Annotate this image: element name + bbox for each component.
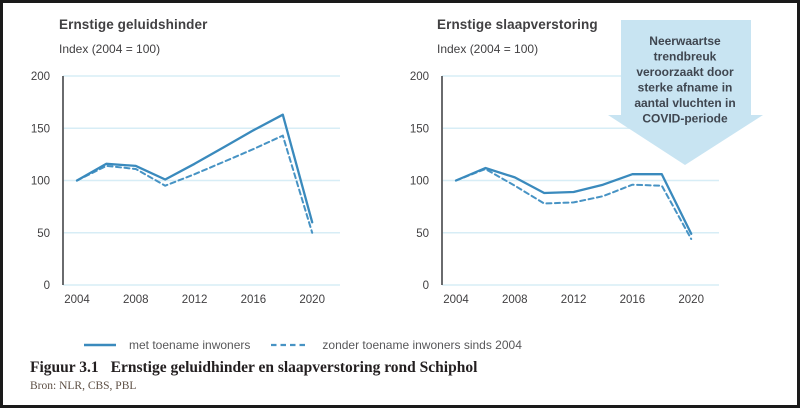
chart-subtitle-geluidshinder: Index (2004 = 100) xyxy=(59,42,161,56)
x-tick-label: 2020 xyxy=(678,294,704,306)
y-tick-label: 200 xyxy=(410,71,429,83)
x-tick-label: 2016 xyxy=(241,294,267,306)
plot-area-geluidshinder: 0 50 100 150 200 2004 2008 2012 2016 2020 xyxy=(31,71,340,306)
x-tick-label: 2020 xyxy=(299,294,325,306)
legend-label-dashed: zonder toename inwoners sinds 2004 xyxy=(322,338,522,352)
x-tick-label: 2004 xyxy=(64,294,90,306)
series-line-dashed xyxy=(455,168,693,240)
y-tick-label: 100 xyxy=(31,176,50,188)
legend-item-dashed: zonder toename inwoners sinds 2004 xyxy=(270,338,522,352)
y-tick-label: 100 xyxy=(410,176,429,188)
y-tick-label: 150 xyxy=(410,123,429,135)
legend-item-solid: met toename inwoners xyxy=(83,338,250,352)
y-tick-label: 0 xyxy=(44,280,50,292)
figure-caption: Figuur 3.1 Ernstige geluidhinder en slaap… xyxy=(30,359,477,377)
legend-label-solid: met toename inwoners xyxy=(129,338,251,352)
series-line-solid xyxy=(454,166,693,235)
down-arrow-icon xyxy=(608,20,763,165)
x-tick-label: 2008 xyxy=(502,294,528,306)
y-tick-label: 200 xyxy=(31,71,50,83)
figure-caption-title: Ernstige geluidhinder en slaapverstoring… xyxy=(110,359,478,376)
solid-line-icon xyxy=(84,343,116,347)
series-line-dashed xyxy=(76,134,314,234)
chart-subtitle-slaapverstoring: Index (2004 = 100) xyxy=(437,42,539,56)
y-tick-label: 150 xyxy=(31,123,50,135)
x-tick-label: 2016 xyxy=(620,294,646,306)
y-tick-label: 0 xyxy=(423,280,429,292)
figure-number: Figuur 3.1 xyxy=(30,359,99,376)
series-line-solid xyxy=(75,113,314,224)
annotation-text: Neerwaartse trendbreuk veroorzaakt door ste… xyxy=(634,34,735,126)
x-tick-label: 2004 xyxy=(443,294,469,306)
x-tick-label: 2012 xyxy=(561,294,587,306)
covid-annotation-arrow: Neerwaartse trendbreuk veroorzaakt door ste… xyxy=(608,20,763,165)
chart-legend: met toename inwoners zonder toename inwo… xyxy=(83,338,522,352)
dashed-line-icon xyxy=(271,343,310,347)
figure-source: Bron: NLR, CBS, PBL xyxy=(30,380,137,392)
x-tick-label: 2008 xyxy=(123,294,149,306)
chart-title-slaapverstoring: Ernstige slaapverstoring xyxy=(437,17,598,32)
chart-title-geluidshinder: Ernstige geluidshinder xyxy=(59,17,208,32)
y-tick-label: 50 xyxy=(416,228,429,240)
x-tick-label: 2012 xyxy=(182,294,208,306)
y-tick-label: 50 xyxy=(37,228,50,240)
